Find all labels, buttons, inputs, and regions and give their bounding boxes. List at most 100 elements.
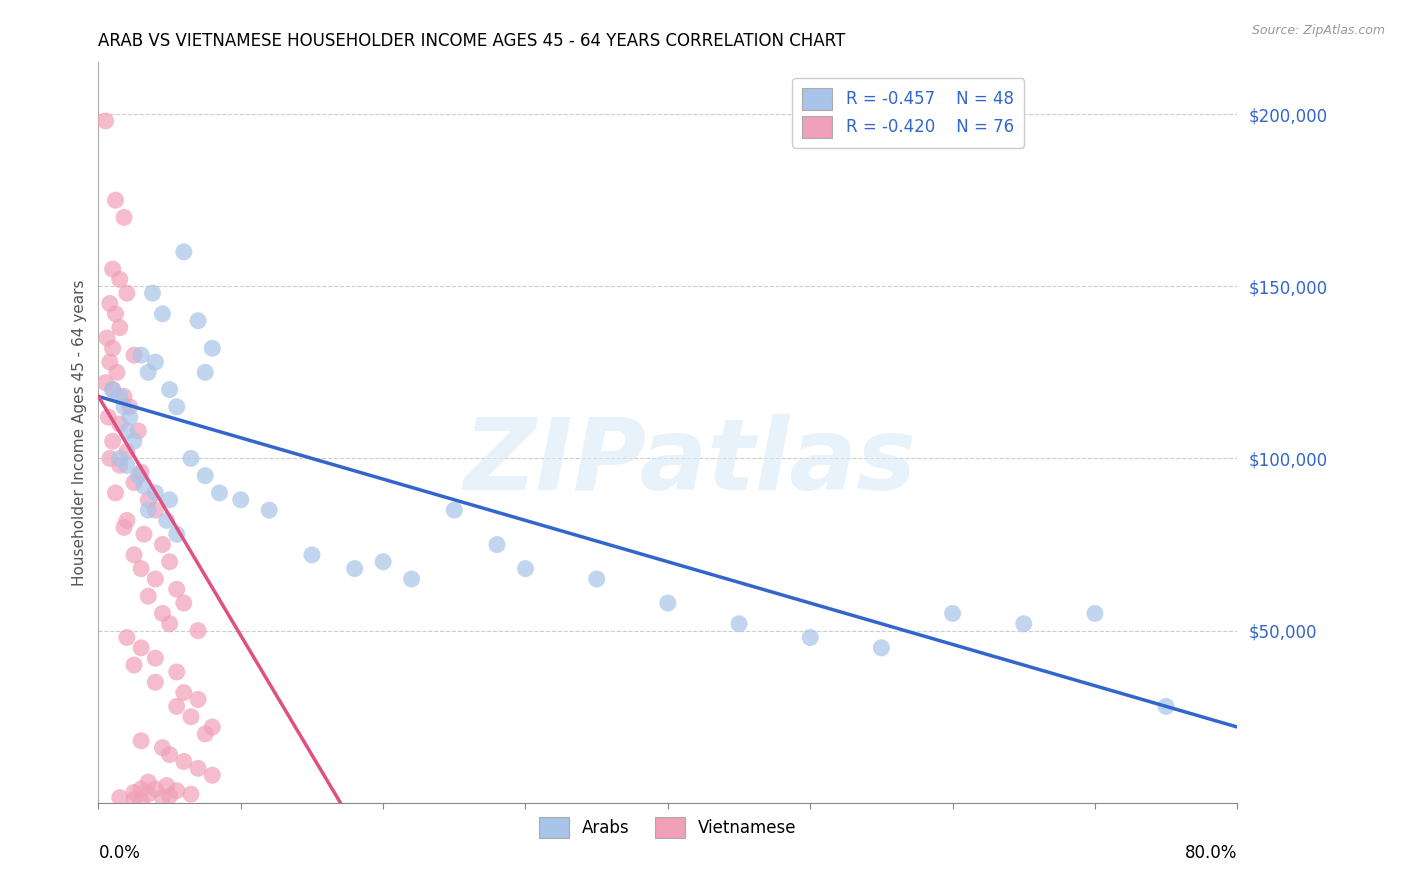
- Point: [443, 503, 465, 517]
- Point: [98, 296, 121, 310]
- Point: [122, 658, 145, 673]
- Legend: Arabs, Vietnamese: Arabs, Vietnamese: [533, 810, 803, 845]
- Point: [486, 537, 509, 551]
- Point: [145, 486, 167, 500]
- Point: [129, 734, 152, 748]
- Point: [136, 787, 159, 801]
- Point: [152, 307, 174, 321]
- Point: [122, 348, 145, 362]
- Point: [132, 479, 155, 493]
- Point: [108, 272, 131, 286]
- Point: [122, 785, 145, 799]
- Point: [156, 513, 179, 527]
- Point: [98, 451, 121, 466]
- Point: [159, 747, 181, 762]
- Point: [187, 314, 209, 328]
- Point: [201, 341, 224, 355]
- Point: [371, 555, 394, 569]
- Point: [101, 383, 124, 397]
- Point: [259, 503, 281, 517]
- Point: [1154, 699, 1177, 714]
- Point: [201, 720, 224, 734]
- Point: [115, 458, 138, 473]
- Point: [108, 451, 131, 466]
- Point: [173, 244, 195, 259]
- Point: [132, 527, 155, 541]
- Point: [159, 616, 181, 631]
- Point: [173, 685, 195, 699]
- Point: [187, 624, 209, 638]
- Point: [118, 400, 141, 414]
- Point: [94, 114, 117, 128]
- Text: ZIPatlas: ZIPatlas: [464, 414, 917, 511]
- Point: [208, 486, 231, 500]
- Point: [145, 355, 167, 369]
- Point: [136, 492, 159, 507]
- Point: [180, 451, 202, 466]
- Point: [173, 755, 195, 769]
- Point: [152, 740, 174, 755]
- Point: [129, 782, 152, 797]
- Point: [136, 589, 159, 603]
- Point: [156, 779, 179, 793]
- Point: [343, 561, 366, 575]
- Point: [112, 400, 135, 414]
- Point: [112, 389, 135, 403]
- Point: [129, 561, 152, 575]
- Point: [301, 548, 323, 562]
- Point: [108, 790, 131, 805]
- Point: [136, 503, 159, 517]
- Point: [127, 424, 149, 438]
- Point: [118, 410, 141, 425]
- Point: [159, 492, 181, 507]
- Point: [515, 561, 537, 575]
- Point: [401, 572, 423, 586]
- Y-axis label: Householder Income Ages 45 - 64 years: Householder Income Ages 45 - 64 years: [72, 279, 87, 586]
- Point: [108, 417, 131, 431]
- Point: [115, 424, 138, 438]
- Point: [108, 320, 131, 334]
- Point: [129, 348, 152, 362]
- Point: [122, 475, 145, 490]
- Point: [145, 651, 167, 665]
- Point: [112, 520, 135, 534]
- Point: [104, 486, 127, 500]
- Point: [129, 794, 152, 808]
- Text: Source: ZipAtlas.com: Source: ZipAtlas.com: [1251, 24, 1385, 37]
- Point: [180, 709, 202, 723]
- Point: [104, 193, 127, 207]
- Point: [194, 468, 217, 483]
- Text: 80.0%: 80.0%: [1185, 844, 1237, 862]
- Point: [152, 607, 174, 621]
- Point: [115, 286, 138, 301]
- Point: [101, 341, 124, 355]
- Point: [115, 444, 138, 458]
- Point: [94, 376, 117, 390]
- Point: [942, 607, 965, 621]
- Point: [145, 572, 167, 586]
- Point: [166, 400, 188, 414]
- Point: [145, 782, 167, 797]
- Point: [187, 692, 209, 706]
- Point: [145, 675, 167, 690]
- Point: [145, 503, 167, 517]
- Point: [115, 513, 138, 527]
- Point: [152, 790, 174, 805]
- Point: [657, 596, 679, 610]
- Point: [166, 527, 188, 541]
- Point: [159, 789, 181, 803]
- Point: [136, 365, 159, 379]
- Point: [141, 286, 163, 301]
- Point: [1012, 616, 1035, 631]
- Point: [585, 572, 607, 586]
- Point: [1084, 607, 1107, 621]
- Point: [136, 775, 159, 789]
- Point: [101, 383, 124, 397]
- Text: 0.0%: 0.0%: [98, 844, 141, 862]
- Point: [166, 582, 188, 597]
- Point: [105, 365, 128, 379]
- Point: [870, 640, 893, 655]
- Point: [129, 640, 152, 655]
- Point: [104, 307, 127, 321]
- Point: [122, 792, 145, 806]
